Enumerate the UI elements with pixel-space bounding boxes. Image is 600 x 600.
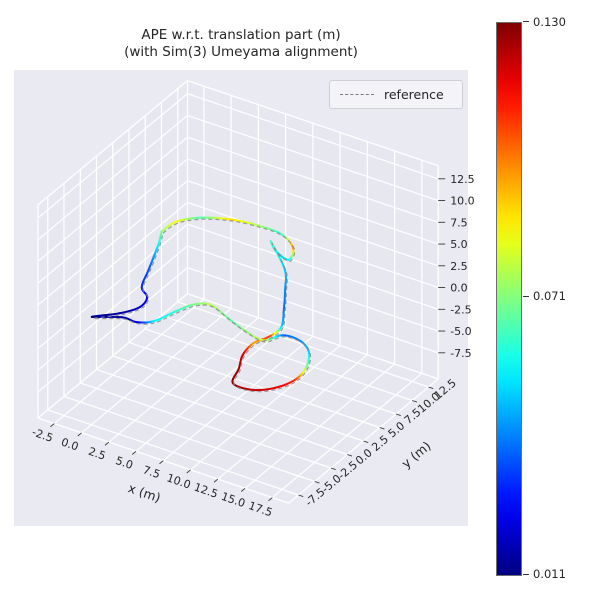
x-tick-mark xyxy=(213,478,219,483)
y-tick-mark xyxy=(412,400,418,403)
grid-line xyxy=(37,114,188,241)
grid-line xyxy=(187,201,439,289)
grid-line xyxy=(161,314,413,402)
colorbar-tick-mid xyxy=(523,296,529,298)
reference-dashed-line-icon xyxy=(340,94,374,95)
x-tick-mark xyxy=(186,469,191,474)
grid-line xyxy=(177,301,429,388)
grid-line xyxy=(96,368,348,456)
pane-edge xyxy=(37,80,188,206)
x-tick-mark xyxy=(159,460,164,465)
grid-line xyxy=(37,136,188,262)
x-tick-mark xyxy=(50,423,55,428)
plot-title-line2: (with Sim(3) Umeyama alignment) xyxy=(124,44,358,60)
grid-line xyxy=(37,267,188,393)
y-tick-mark xyxy=(314,481,320,484)
grid-line xyxy=(187,180,439,267)
grid-line xyxy=(128,341,380,429)
y-tick-mark xyxy=(395,413,401,417)
x-tick-label: 7.5 xyxy=(141,463,162,481)
colorbar-label-min: 0.011 xyxy=(533,567,566,581)
colorbar-gradient xyxy=(496,22,522,576)
x-tick-mark xyxy=(131,450,137,455)
legend: reference xyxy=(329,80,463,109)
x-tick-mark xyxy=(77,432,82,437)
grid-line xyxy=(37,223,188,349)
z-tick-label: 0.0 xyxy=(450,282,468,295)
z-tick-label: -7.5 xyxy=(450,347,471,360)
grid-line xyxy=(187,136,439,223)
grid-line xyxy=(37,180,188,306)
grid-line xyxy=(80,382,332,469)
y-tick-mark xyxy=(298,494,304,498)
grid-line xyxy=(145,328,397,415)
grid-line xyxy=(187,158,439,245)
y-tick-mark xyxy=(379,427,385,430)
plot-title: APE w.r.t. translation part (m) (with Si… xyxy=(14,27,468,61)
grid-line xyxy=(47,409,299,496)
y-tick-mark xyxy=(428,386,434,390)
grid-line xyxy=(37,158,188,284)
pane-edge xyxy=(187,293,439,380)
reference-path xyxy=(92,218,312,393)
z-tick-label: -2.5 xyxy=(450,303,471,316)
plot-title-line1: APE w.r.t. translation part (m) xyxy=(141,27,341,43)
grid-line xyxy=(112,355,364,442)
x-tick-mark xyxy=(104,441,110,446)
colorbar-tick-bottom xyxy=(523,574,529,576)
x-tick-label: 2.5 xyxy=(87,445,108,463)
grid-line xyxy=(187,267,439,354)
z-tick-label: 5.0 xyxy=(450,238,468,251)
grid-line xyxy=(37,93,188,219)
x-tick-label: 0.0 xyxy=(59,435,80,453)
colorbar-tick-top xyxy=(523,21,529,23)
z-tick-label: 7.5 xyxy=(450,216,468,229)
pane-edge xyxy=(37,293,188,419)
colorbar-label-max: 0.130 xyxy=(533,15,566,29)
y-tick-mark xyxy=(363,440,369,444)
z-tick-label: 10.0 xyxy=(450,195,475,208)
z-tick-label: 12.5 xyxy=(450,173,475,186)
pane-edge xyxy=(187,80,439,167)
x-tick-label: 5.0 xyxy=(114,454,135,472)
trajectory-segment xyxy=(107,313,116,316)
z-tick-label: 2.5 xyxy=(450,260,468,273)
y-tick-mark xyxy=(330,467,336,471)
z-tick-label: -5.0 xyxy=(450,325,471,338)
grid-line xyxy=(37,245,188,371)
x-tick-mark xyxy=(268,497,273,502)
colorbar-label-mid: 0.071 xyxy=(533,289,566,303)
legend-label-reference: reference xyxy=(384,87,444,102)
grid-line xyxy=(187,114,439,202)
x-tick-mark xyxy=(240,487,246,492)
grid-line xyxy=(187,245,439,332)
grid-line xyxy=(63,395,315,483)
y-tick-mark xyxy=(347,454,353,457)
trajectory-segment xyxy=(101,313,110,317)
grid-line xyxy=(187,93,439,180)
grid-line xyxy=(37,201,188,328)
grid-line xyxy=(187,223,439,310)
